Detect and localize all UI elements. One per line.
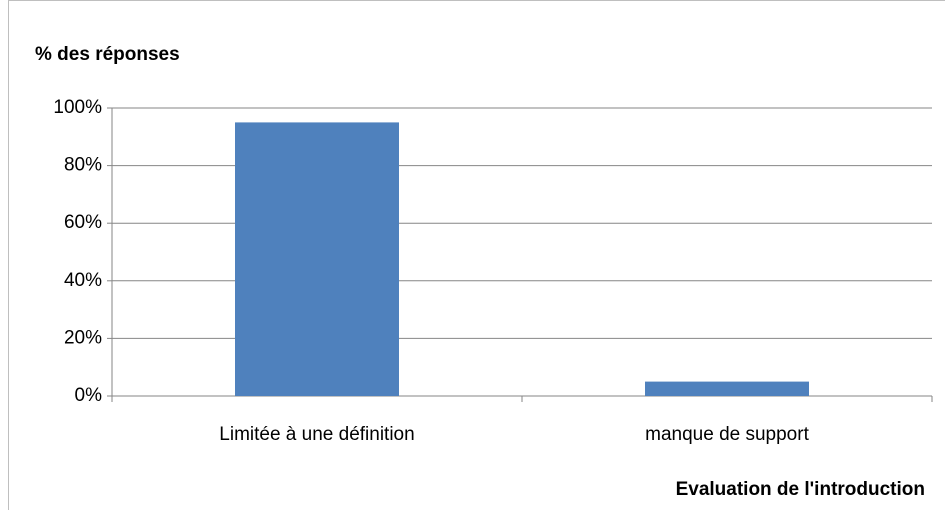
y-tick-label: 40% bbox=[64, 270, 102, 291]
y-tick-label: 100% bbox=[53, 97, 102, 118]
x-tick-label: Limitée à une définition bbox=[219, 424, 414, 445]
x-tick-label: manque de support bbox=[645, 424, 809, 445]
bar bbox=[645, 381, 809, 396]
chart-title: % des réponses bbox=[35, 44, 180, 65]
x-axis-title: Evaluation de l'introduction bbox=[676, 479, 925, 500]
chart-frame bbox=[8, 0, 945, 510]
y-tick-label: 60% bbox=[64, 212, 102, 233]
y-tick-label: 20% bbox=[64, 327, 102, 348]
y-tick-label: 80% bbox=[64, 155, 102, 176]
bar bbox=[235, 122, 399, 397]
y-tick-label: 0% bbox=[75, 385, 103, 406]
